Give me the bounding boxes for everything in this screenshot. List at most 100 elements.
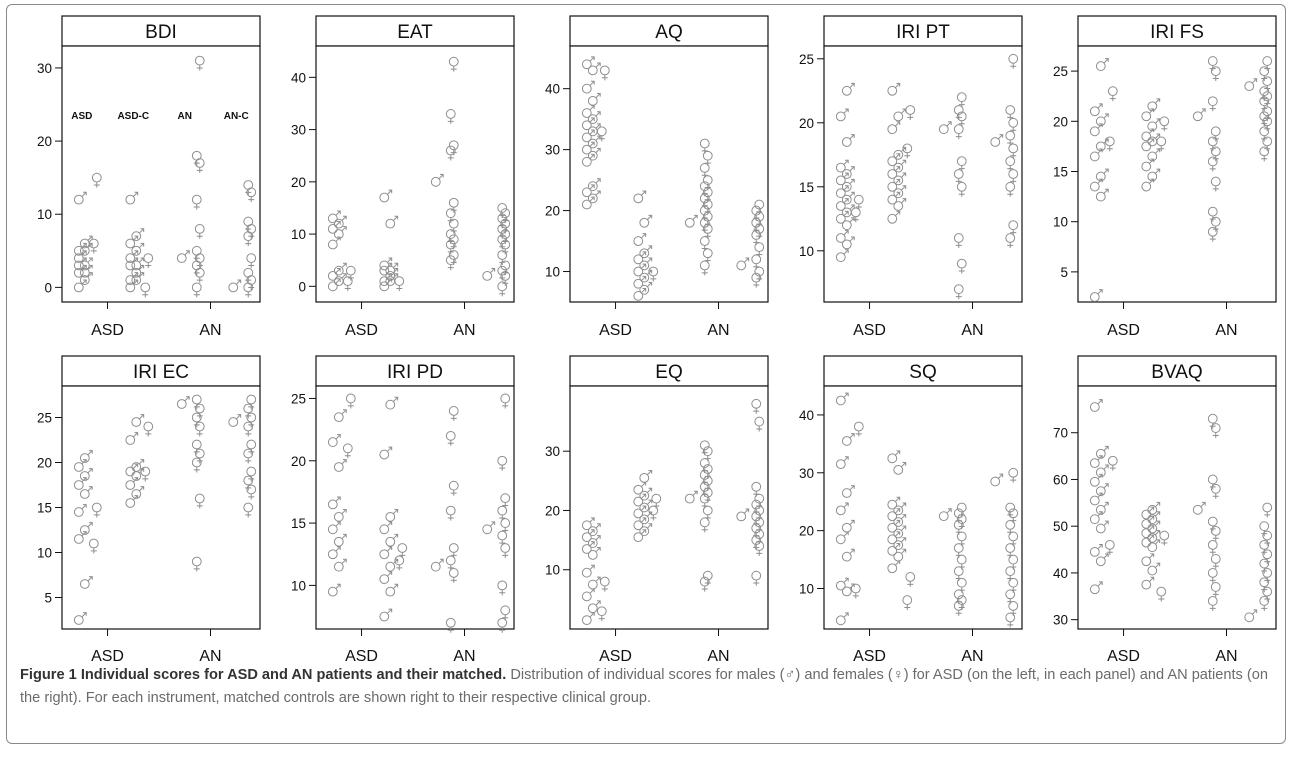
caption-body: Distribution of individual scores for ma… bbox=[20, 667, 1268, 706]
male-point bbox=[587, 178, 601, 192]
y-tick-label: 10 bbox=[291, 227, 306, 242]
female-point bbox=[394, 276, 405, 292]
female-point bbox=[1104, 539, 1115, 555]
male-point bbox=[736, 257, 750, 271]
female-point bbox=[1259, 111, 1270, 127]
male-point bbox=[73, 459, 87, 472]
female-point bbox=[497, 505, 508, 521]
male-point bbox=[379, 273, 393, 287]
male-point bbox=[581, 153, 595, 167]
male-point bbox=[639, 214, 653, 228]
male-point bbox=[379, 546, 393, 560]
male-point bbox=[639, 269, 653, 283]
x-tick-label: ASD bbox=[1107, 648, 1140, 665]
y-tick-label: 10 bbox=[37, 546, 52, 561]
panel-title: EQ bbox=[655, 362, 682, 383]
female-point bbox=[1262, 586, 1273, 602]
female-point bbox=[500, 543, 511, 558]
female-point bbox=[497, 530, 508, 546]
male-point bbox=[79, 450, 93, 463]
female-point bbox=[140, 466, 151, 482]
y-tick-label: 30 bbox=[545, 444, 560, 459]
female-point bbox=[1156, 136, 1167, 152]
male-point bbox=[887, 166, 901, 179]
male-point bbox=[841, 433, 855, 446]
male-point bbox=[581, 517, 595, 531]
male-point bbox=[385, 508, 399, 522]
female-point bbox=[956, 502, 967, 518]
female-point bbox=[445, 109, 456, 124]
male-point bbox=[835, 210, 849, 224]
female-point bbox=[1104, 136, 1115, 152]
y-tick-label: 20 bbox=[799, 116, 814, 131]
y-tick-label: 30 bbox=[799, 466, 814, 481]
y-tick-label: 15 bbox=[37, 501, 52, 516]
female-point bbox=[194, 421, 205, 437]
male-point bbox=[327, 220, 341, 234]
y-tick-label: 5 bbox=[1060, 265, 1068, 280]
male-point bbox=[430, 558, 444, 572]
caption-title: Figure 1 Individual scores for ASD and A… bbox=[20, 667, 507, 683]
female-point bbox=[497, 250, 508, 265]
female-point bbox=[143, 253, 154, 269]
female-point bbox=[699, 440, 710, 456]
male-point bbox=[73, 477, 87, 490]
female-point bbox=[1207, 136, 1218, 152]
male-point bbox=[581, 141, 595, 155]
male-point bbox=[633, 529, 647, 543]
male-point bbox=[587, 111, 601, 125]
female-point bbox=[1207, 596, 1218, 611]
female-point bbox=[246, 394, 257, 410]
male-point bbox=[1147, 562, 1161, 576]
x-tick-label: AN bbox=[453, 322, 475, 339]
female-point bbox=[140, 282, 151, 298]
female-point bbox=[1159, 530, 1170, 546]
male-point bbox=[73, 504, 87, 517]
panel-title: BVAQ bbox=[1151, 362, 1202, 383]
female-point bbox=[956, 92, 967, 108]
male-point bbox=[887, 496, 901, 510]
female-point bbox=[1008, 117, 1019, 133]
female-point bbox=[1259, 521, 1270, 537]
panel-eq: EQ 10 20 30 ASD AN bbox=[545, 355, 769, 665]
female-point bbox=[1107, 86, 1118, 102]
female-point bbox=[91, 502, 102, 518]
female-point bbox=[902, 595, 913, 611]
panel-title-strip bbox=[1077, 355, 1277, 387]
male-point bbox=[581, 196, 595, 210]
female-point bbox=[1159, 116, 1170, 132]
male-point bbox=[1089, 581, 1103, 595]
male-point bbox=[633, 288, 647, 301]
male-point bbox=[633, 263, 647, 277]
female-point bbox=[1262, 502, 1273, 518]
female-point bbox=[191, 556, 202, 572]
female-point bbox=[500, 493, 511, 509]
male-point bbox=[835, 612, 849, 626]
x-tick-label: ASD bbox=[91, 648, 124, 665]
male-point bbox=[639, 245, 653, 259]
male-point bbox=[125, 495, 139, 508]
male-point bbox=[841, 236, 855, 250]
male-point bbox=[1095, 501, 1109, 515]
y-tick-label: 30 bbox=[1053, 613, 1068, 628]
female-point bbox=[1262, 76, 1273, 92]
male-point bbox=[633, 493, 647, 507]
female-point bbox=[1008, 467, 1019, 483]
x-tick-label: AN bbox=[199, 322, 221, 339]
y-tick-label: 20 bbox=[545, 204, 560, 219]
male-point bbox=[938, 508, 952, 522]
female-point bbox=[243, 267, 254, 283]
female-point bbox=[497, 580, 508, 596]
female-point bbox=[246, 412, 257, 428]
panel-iri-pt: IRI PT 10 15 20 25 ASD AN bbox=[799, 15, 1023, 339]
male-point bbox=[79, 576, 93, 589]
male-point bbox=[835, 198, 849, 211]
x-tick-label: ASD bbox=[345, 322, 378, 339]
panel-eat: EAT 0 10 20 30 40 ASD AN bbox=[291, 15, 515, 339]
male-point bbox=[79, 272, 93, 285]
male-point bbox=[893, 198, 907, 211]
male-point bbox=[587, 576, 601, 590]
female-point bbox=[397, 543, 408, 558]
male-point bbox=[327, 583, 341, 597]
female-point bbox=[394, 555, 405, 571]
